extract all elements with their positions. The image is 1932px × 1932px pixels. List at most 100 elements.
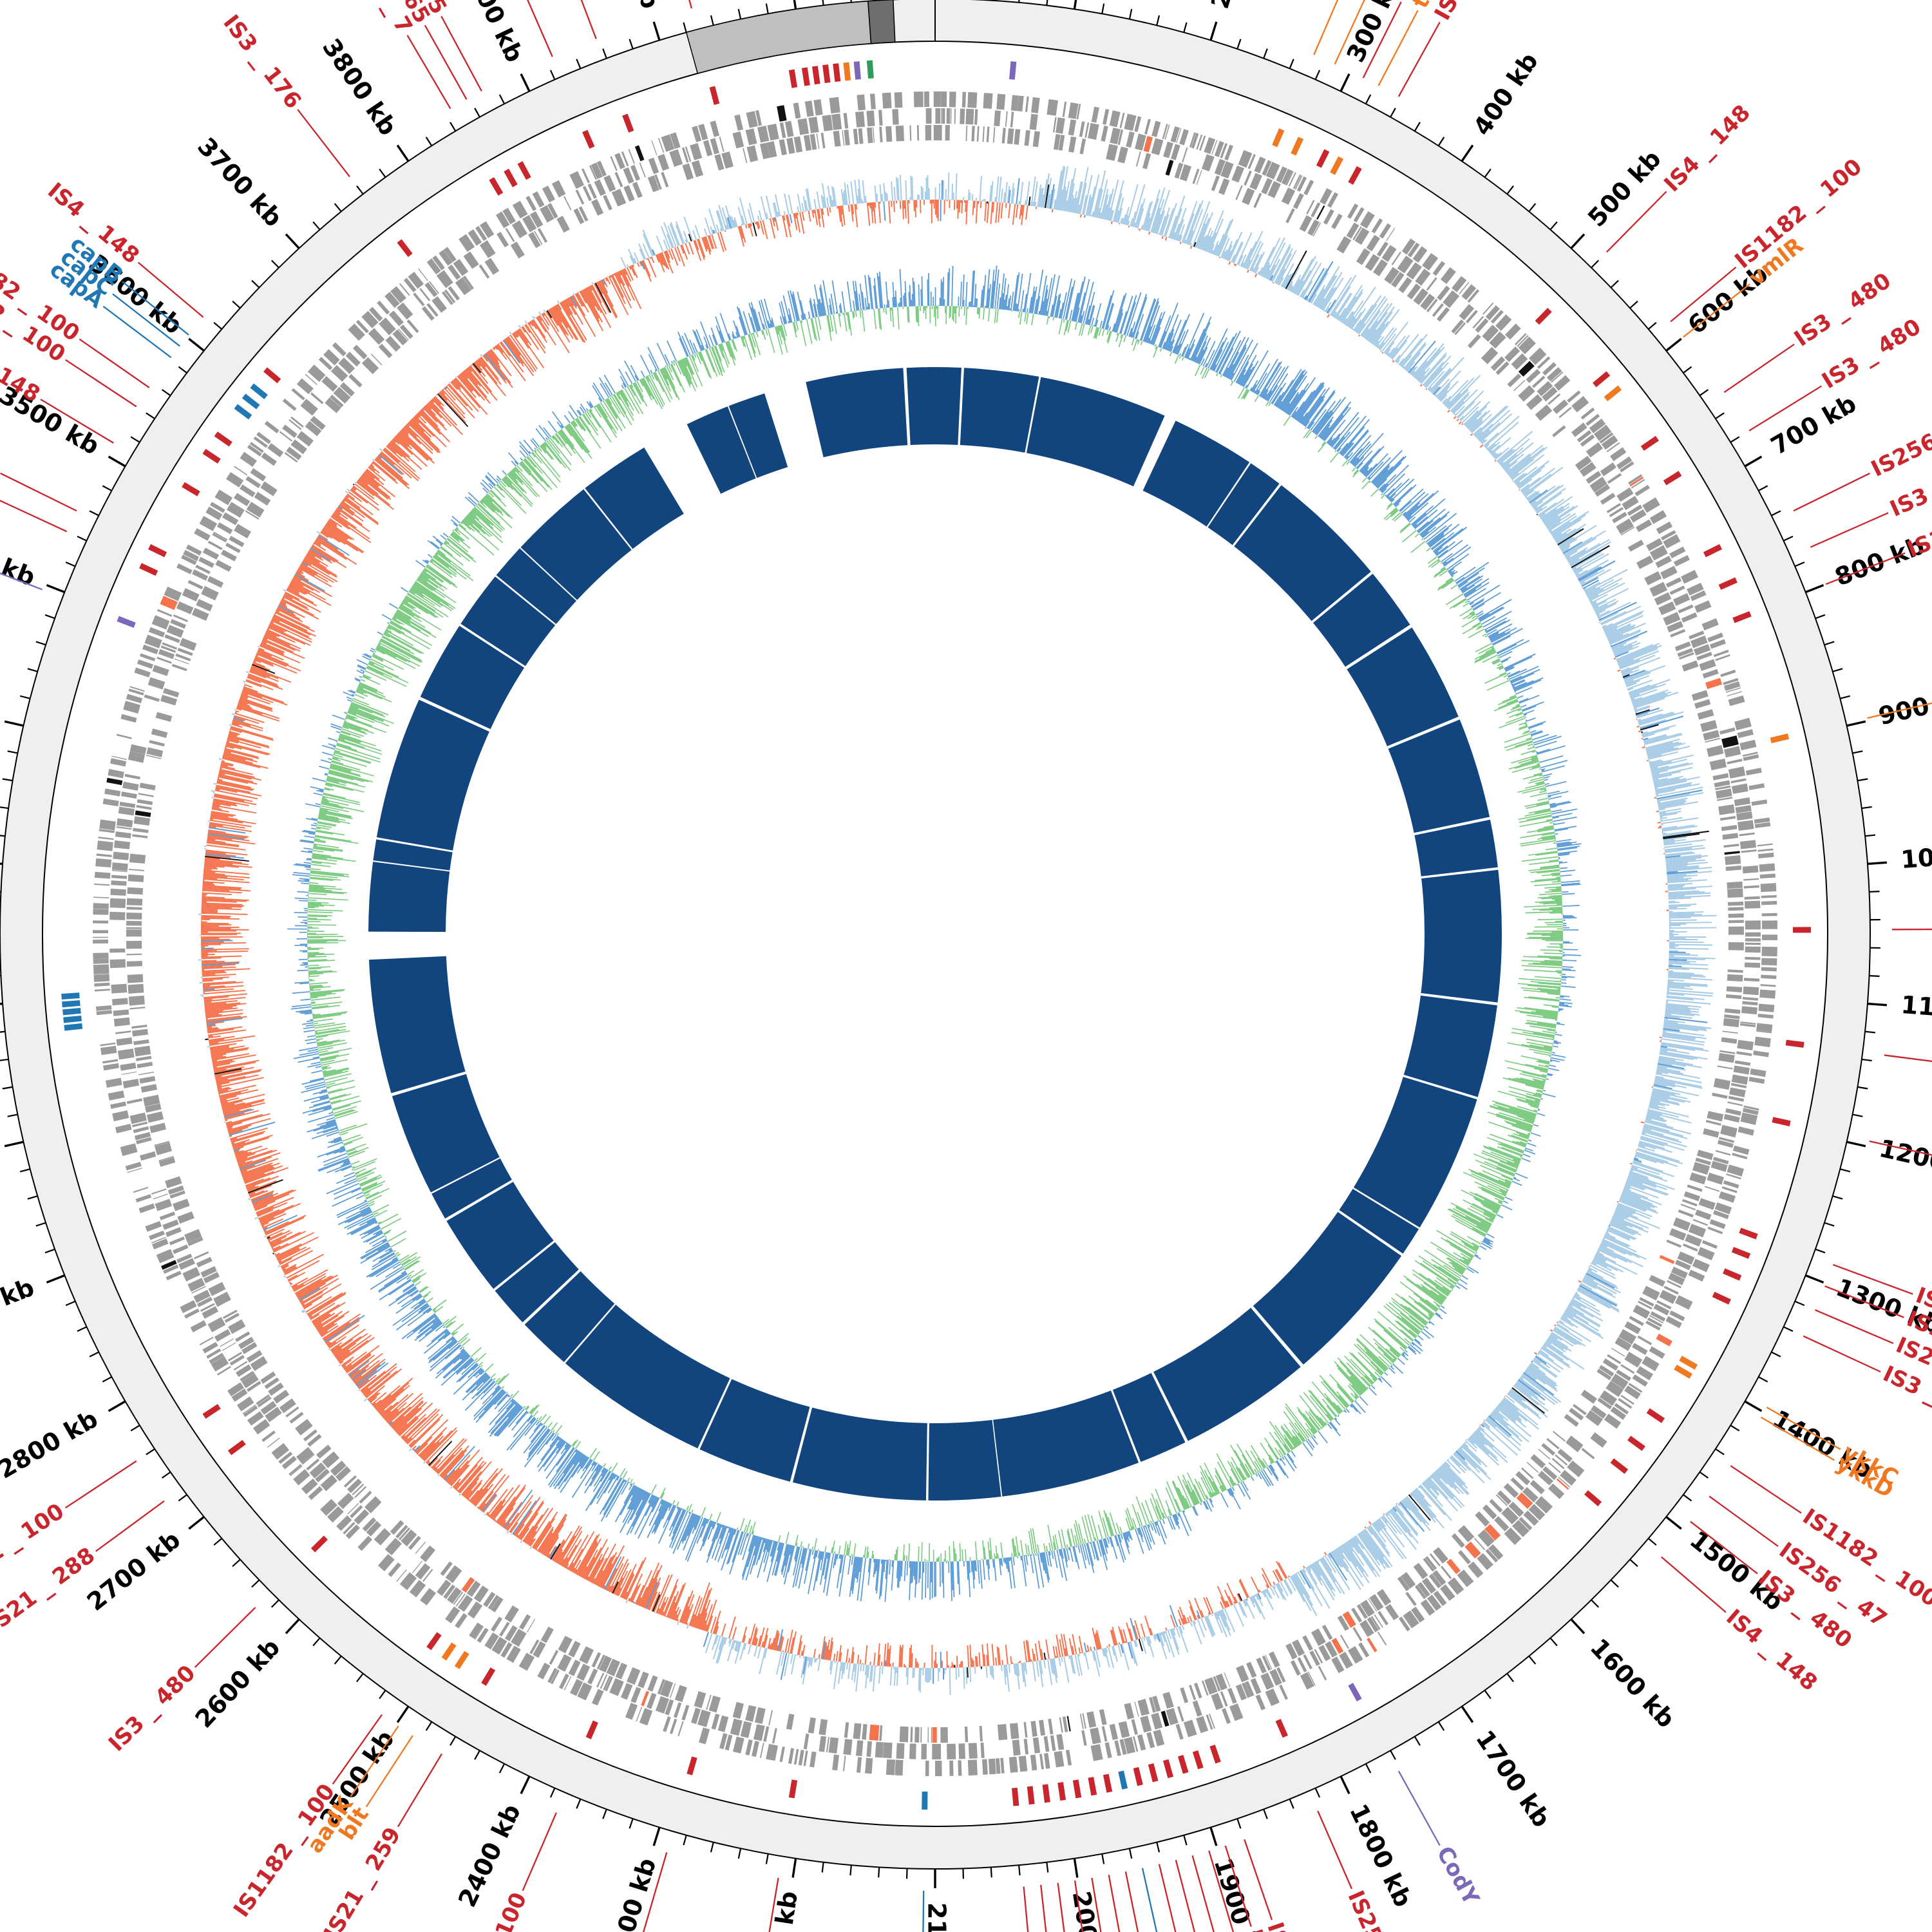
skew-bar bbox=[392, 617, 404, 625]
skew-bar bbox=[486, 493, 513, 519]
skew-bar bbox=[1305, 1439, 1314, 1450]
skew-bar bbox=[804, 1549, 812, 1584]
skew-bar bbox=[1473, 1245, 1479, 1249]
gc-bar bbox=[1646, 759, 1649, 762]
skew-bar bbox=[1544, 789, 1547, 791]
skew-bar bbox=[422, 559, 428, 565]
skew-bar bbox=[312, 854, 343, 860]
skew-bar bbox=[1164, 314, 1179, 350]
skew-bar bbox=[974, 283, 977, 307]
skew-bar bbox=[1460, 1253, 1472, 1261]
skew-bar bbox=[1433, 1301, 1441, 1307]
skew-bar bbox=[1314, 435, 1318, 439]
gc-bar bbox=[1666, 909, 1669, 911]
skew-bar bbox=[742, 336, 745, 339]
skew-bar bbox=[1537, 1109, 1539, 1112]
skew-bar bbox=[917, 306, 920, 327]
skew-bar bbox=[838, 1555, 846, 1597]
skew-bar bbox=[299, 1050, 319, 1056]
skew-bar bbox=[1036, 296, 1041, 314]
gc-bar bbox=[990, 181, 994, 202]
skew-bar bbox=[344, 712, 348, 714]
skew-bar bbox=[1562, 925, 1567, 927]
skew-bar bbox=[312, 777, 327, 782]
skew-bar bbox=[347, 712, 375, 723]
skew-bar bbox=[1558, 861, 1563, 863]
skew-bar bbox=[1504, 653, 1536, 669]
core-block bbox=[565, 1304, 730, 1449]
skew-bar bbox=[1023, 294, 1027, 312]
skew-bar bbox=[1146, 337, 1150, 343]
skew-bar bbox=[1139, 298, 1155, 341]
skew-bar bbox=[1485, 647, 1495, 654]
skew-bar bbox=[506, 1399, 515, 1410]
skew-bar bbox=[507, 473, 527, 494]
skew-bar bbox=[781, 1544, 789, 1573]
skew-bar bbox=[483, 497, 499, 513]
skew-bar bbox=[624, 1480, 627, 1482]
skew-bar bbox=[612, 394, 632, 426]
skew-bar bbox=[389, 622, 402, 630]
skew-bar bbox=[1548, 1067, 1560, 1072]
skew-bar bbox=[625, 371, 633, 384]
skew-bar bbox=[452, 529, 455, 531]
skew-bar bbox=[1220, 1492, 1229, 1508]
skew-bar bbox=[1200, 1502, 1202, 1506]
skew-bar bbox=[1474, 649, 1495, 660]
skew-bar bbox=[1349, 448, 1363, 463]
skew-bar bbox=[313, 822, 317, 824]
skew-bar bbox=[315, 1065, 322, 1068]
skew-bar bbox=[1543, 1004, 1559, 1007]
skew-bar bbox=[521, 460, 532, 473]
skew-bar bbox=[972, 305, 974, 307]
skew-bar bbox=[750, 317, 756, 333]
gc-bar bbox=[1021, 205, 1023, 216]
skew-bar bbox=[650, 370, 653, 374]
skew-bar bbox=[1528, 723, 1544, 730]
skew-bar bbox=[357, 686, 364, 690]
skew-bar bbox=[1474, 1254, 1479, 1257]
skew-bar bbox=[1303, 1413, 1318, 1432]
skew-bar bbox=[1354, 1396, 1358, 1399]
gc-bar bbox=[1669, 955, 1674, 957]
skew-bar bbox=[1352, 458, 1360, 466]
skew-bar bbox=[1054, 294, 1060, 318]
skew-bar bbox=[1542, 1079, 1546, 1082]
skew-bar bbox=[934, 306, 935, 317]
skew-bar bbox=[1537, 835, 1556, 840]
skew-bar bbox=[296, 938, 308, 940]
skew-bar bbox=[1262, 390, 1269, 399]
skew-bar bbox=[360, 669, 365, 672]
gc-bar bbox=[1666, 1000, 1669, 1002]
skew-bar bbox=[753, 1537, 762, 1566]
skew-bar bbox=[907, 306, 910, 323]
skew-bar bbox=[1091, 317, 1095, 327]
skew-bar bbox=[593, 406, 602, 418]
skew-bar bbox=[936, 306, 938, 309]
skew-bar bbox=[1294, 390, 1316, 420]
skew-bar bbox=[1193, 1506, 1198, 1517]
skew-bar bbox=[1560, 945, 1563, 947]
skew-bar bbox=[1542, 837, 1556, 840]
skew-bar bbox=[1202, 341, 1216, 366]
skew-bar bbox=[777, 1542, 781, 1551]
skew-bar bbox=[1549, 1056, 1551, 1057]
core-block bbox=[431, 1158, 512, 1219]
skew-bar bbox=[327, 777, 366, 788]
skew-bar bbox=[330, 723, 343, 728]
skew-bar bbox=[483, 1381, 496, 1394]
skew-bar bbox=[1069, 1547, 1074, 1562]
skew-bar bbox=[1408, 1345, 1416, 1353]
skew-bar bbox=[432, 535, 444, 545]
skew-bar bbox=[308, 904, 335, 906]
skew-bar bbox=[377, 631, 383, 636]
skew-bar bbox=[1527, 746, 1535, 750]
gc-bar bbox=[1504, 1396, 1506, 1397]
skew-bar bbox=[860, 1557, 867, 1602]
skew-bar bbox=[1274, 392, 1285, 406]
skew-bar bbox=[369, 1202, 375, 1207]
skew-bar bbox=[572, 1439, 578, 1447]
skew-bar bbox=[401, 602, 404, 605]
skew-bar bbox=[627, 386, 644, 415]
skew-bar bbox=[761, 330, 764, 336]
